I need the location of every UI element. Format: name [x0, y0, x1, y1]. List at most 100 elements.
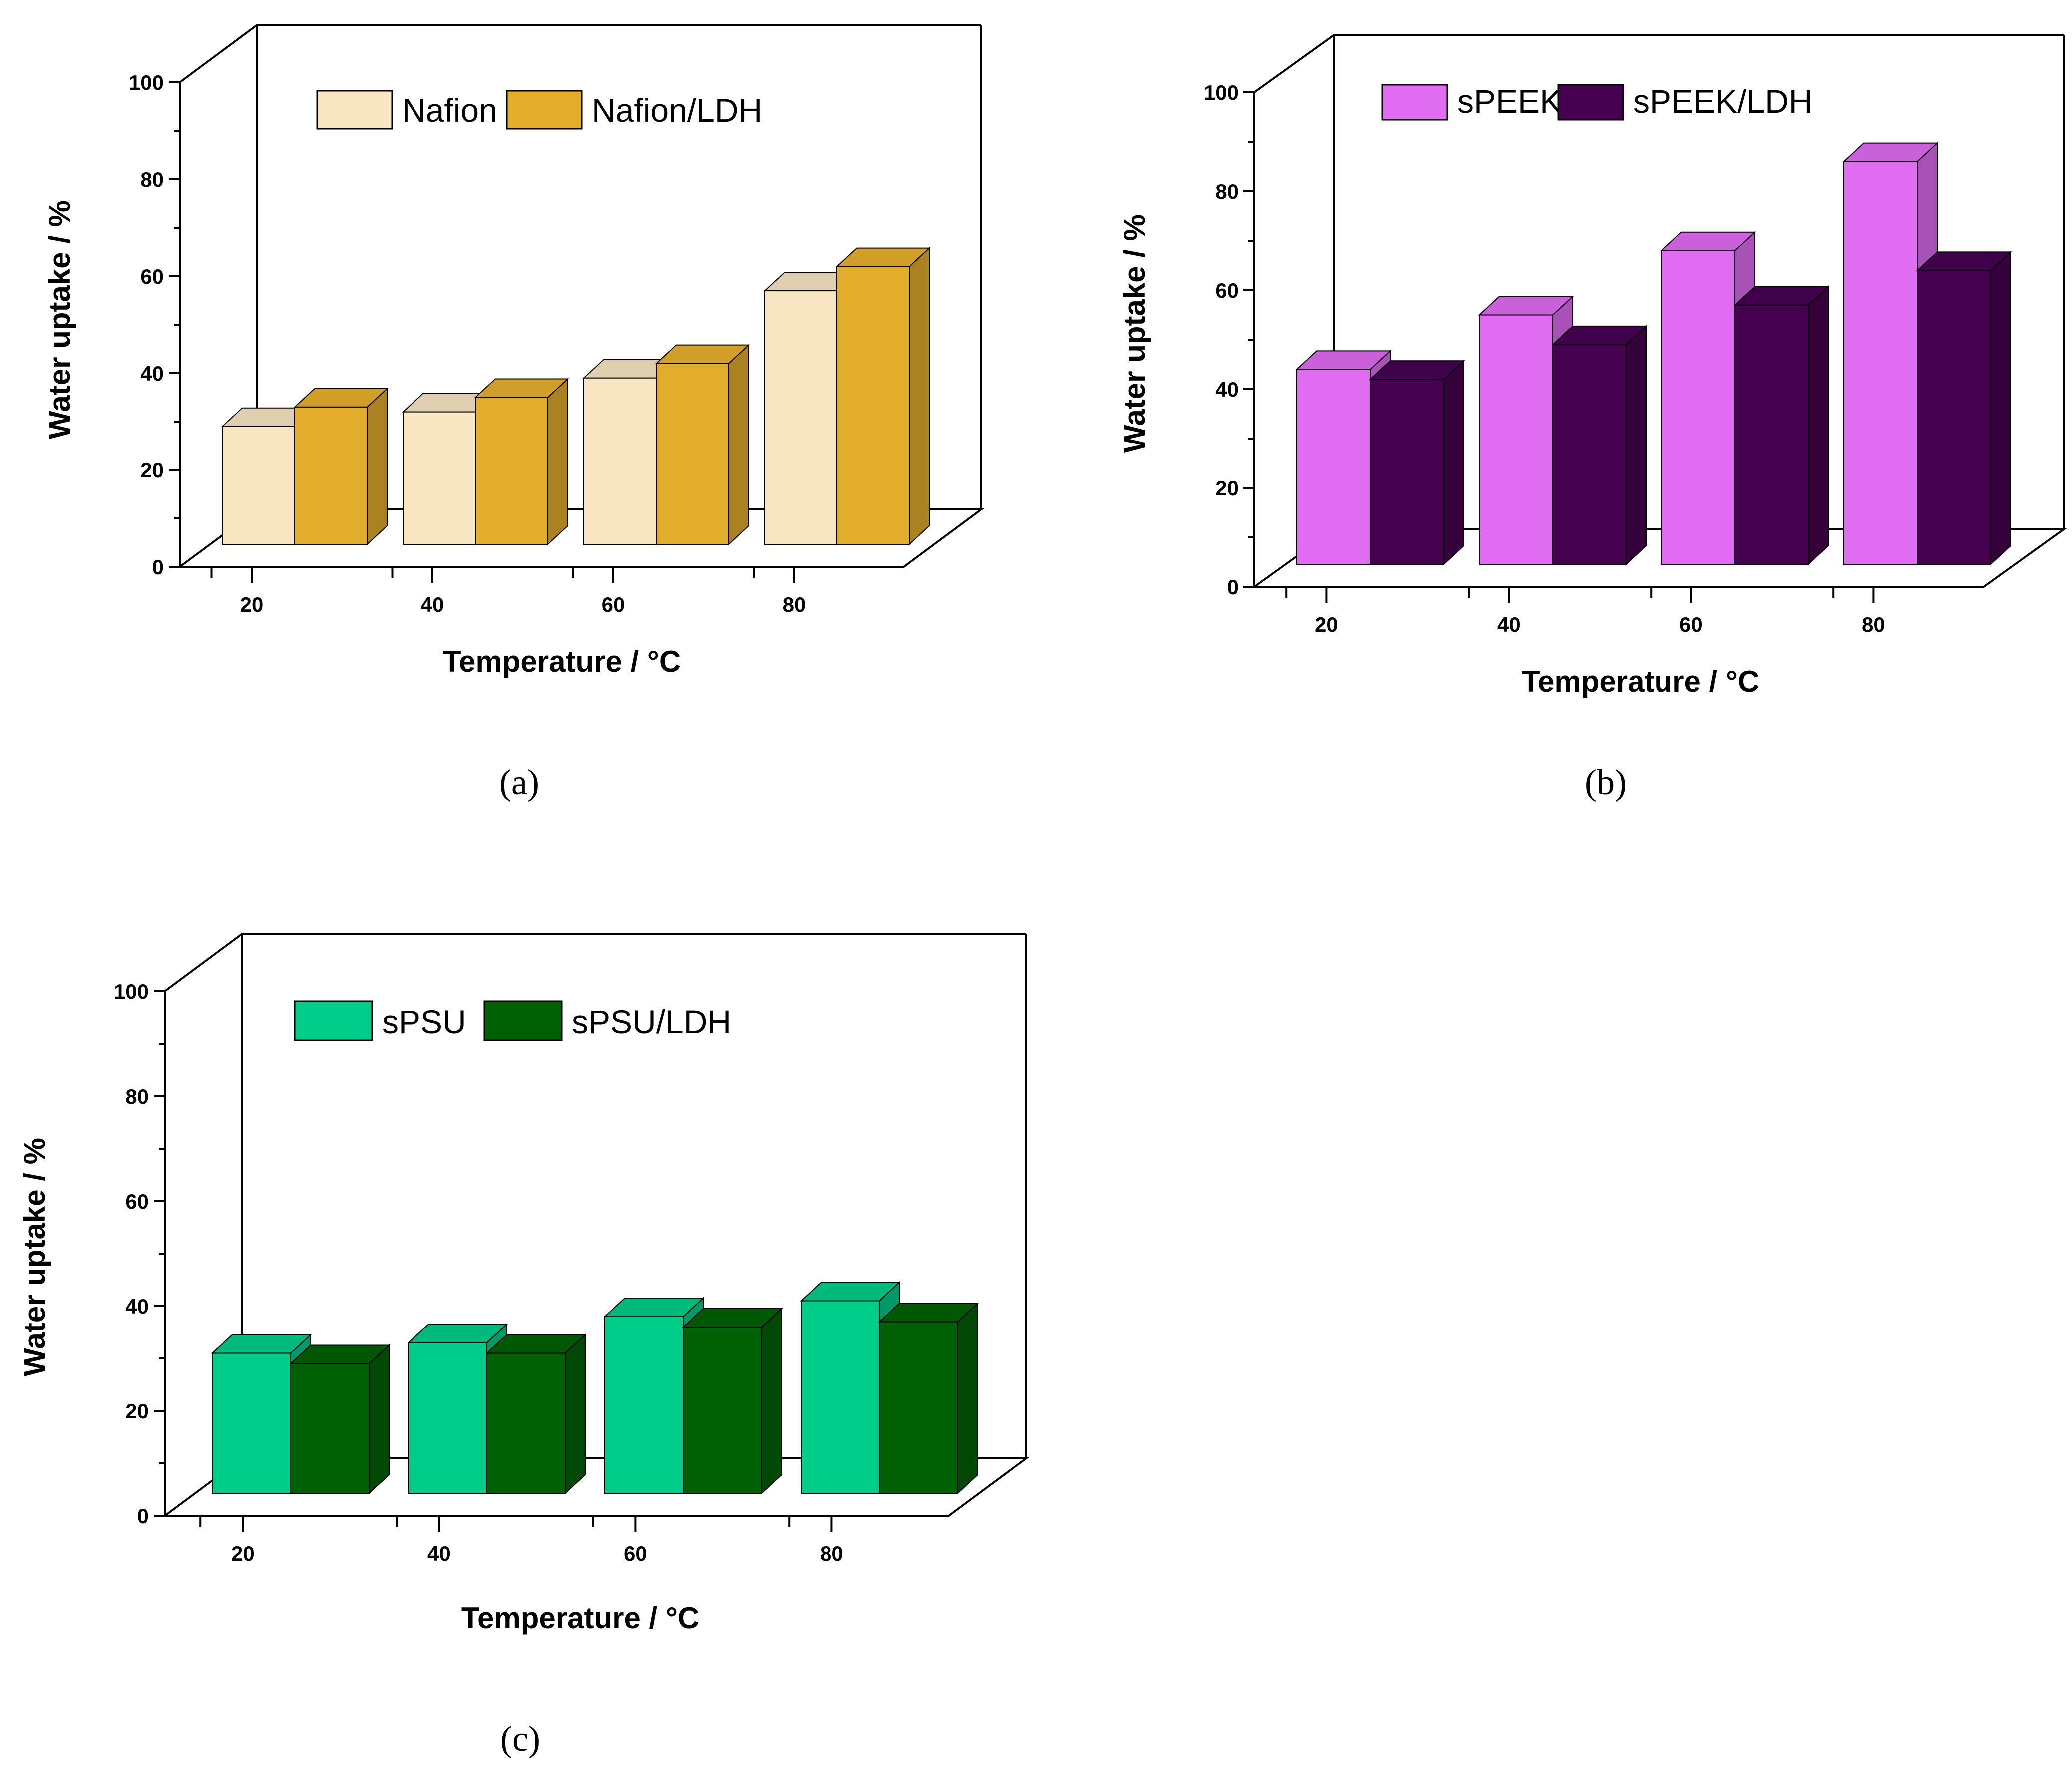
bar-side-face [369, 1344, 390, 1495]
legend-swatch-speek-ldh [1557, 84, 1624, 121]
bar-side-face [728, 344, 749, 546]
bar-front-face [879, 1321, 958, 1494]
bar-side-face [957, 1302, 978, 1495]
bar-front-face [1843, 161, 1918, 565]
bar-side-face [547, 378, 568, 546]
wall-top-diagonal [1253, 34, 1335, 93]
bar-front-face [486, 1352, 566, 1494]
x-tick-label: 40 [427, 1542, 451, 1565]
bar-front-face [1479, 314, 1553, 565]
legend-swatch-spsu-ldh [483, 1000, 563, 1041]
bar-side-face [367, 387, 388, 546]
bar-front-face [656, 363, 729, 545]
bar-spsu-ldh-20 [289, 1344, 391, 1495]
y-tick-label: 80 [1215, 180, 1239, 203]
x-tick-label: 60 [624, 1542, 647, 1565]
bar-side-face [761, 1307, 782, 1495]
y-tick-label: 100 [114, 980, 149, 1003]
panel-label: (c) [500, 1719, 540, 1759]
bar-front-face [1552, 344, 1627, 565]
bar-side-face [909, 247, 930, 546]
bar-side-face [1443, 359, 1464, 566]
legend-label-speek-ldh: sPEEK/LDH [1633, 83, 1812, 120]
bar-side-face [1990, 251, 2011, 566]
bar-nafion-20 [221, 407, 316, 546]
legend-label-spsu-ldh: sPSU/LDH [572, 1003, 731, 1040]
y-tick-label: 20 [1215, 476, 1239, 500]
bar-front-face [222, 426, 295, 545]
chart-c: 0 20 40 60 80 100 Water uptake / % 20 40 60 80 Temp… [18, 933, 1030, 1759]
y-tick-label: 60 [125, 1190, 149, 1213]
y-tick-label: 20 [140, 458, 164, 482]
bar-front-face [764, 290, 837, 545]
bar-front-face [836, 266, 910, 545]
panel-label: (b) [1585, 762, 1627, 802]
legend-swatch-nafion-ldh [506, 90, 583, 130]
x-axis-title: Temperature / °C [443, 645, 681, 678]
x-tick-label: 80 [820, 1542, 843, 1565]
bar-front-face [1734, 304, 1809, 565]
y-tick-label: 100 [1204, 81, 1239, 104]
bar-front-face [212, 1352, 291, 1494]
bar-front-face [604, 1316, 684, 1494]
legend-label-speek: sPEEK [1457, 83, 1562, 120]
legend-label-nafion-ldh: Nafion/LDH [592, 92, 762, 129]
legend-swatch-spsu [294, 1000, 373, 1041]
y-axis-title: Water uptake / % [18, 1138, 51, 1376]
y-tick-label: 0 [1227, 575, 1239, 599]
legend-label-nafion: Nafion [402, 92, 497, 129]
panel-label: (a) [499, 762, 539, 802]
bar-nafion-40 [402, 392, 497, 546]
y-tick-label: 40 [1215, 378, 1239, 401]
bar-front-face [683, 1327, 762, 1494]
bar-front-face [1370, 379, 1444, 565]
bar-front-face [475, 397, 548, 545]
x-axis-title: Temperature / °C [1522, 665, 1759, 698]
bar-front-face [583, 377, 657, 545]
legend-label-spsu: sPSU [382, 1003, 466, 1040]
legend-swatch-nafion [316, 90, 393, 130]
y-tick-label: 80 [125, 1085, 149, 1108]
y-tick-label: 20 [125, 1399, 149, 1423]
bar-front-face [403, 411, 476, 545]
bar-nafion-ldh-60 [655, 344, 750, 546]
bar-front-face [408, 1342, 487, 1494]
x-tick-label: 60 [602, 593, 625, 616]
x-axis-title: Temperature / °C [461, 1601, 699, 1635]
x-tick-label: 20 [1315, 613, 1338, 636]
x-tick-label: 80 [1862, 613, 1885, 636]
y-tick-label: 60 [1215, 279, 1239, 302]
bar-front-face [1296, 369, 1371, 565]
y-axis-title: Water uptake / % [43, 200, 76, 439]
bar-speek-ldh-20 [1369, 359, 1465, 566]
legend-swatch-speek [1381, 84, 1448, 121]
bar-side-face [1626, 325, 1647, 566]
bar-spsu-ldh-80 [878, 1302, 979, 1495]
bar-front-face [1917, 270, 1991, 565]
y-tick-label: 60 [140, 265, 164, 288]
y-axis-title: Water uptake / % [1118, 214, 1151, 453]
y-tick-label: 0 [137, 1504, 149, 1528]
bar-spsu-ldh-40 [485, 1333, 587, 1495]
x-tick-label: 20 [231, 1542, 255, 1565]
y-tick-label: 80 [140, 168, 164, 191]
chart-a: 0 20 40 60 80 100 Water uptake / % 20 40 60 80 Temp… [43, 24, 985, 802]
x-tick-label: 40 [421, 593, 444, 616]
x-tick-label: 60 [1679, 613, 1703, 636]
wall-top-diagonal [179, 24, 258, 83]
bar-speek-ldh-80 [1916, 251, 2012, 566]
chart-b: 0 20 40 60 80 100 Water uptake / % 20 40 60 80 Temp… [1118, 34, 2067, 802]
y-tick-label: 0 [152, 555, 164, 579]
bar-speek-ldh-60 [1733, 285, 1830, 566]
bar-front-face [801, 1300, 880, 1494]
bar-nafion-ldh-40 [474, 378, 569, 546]
bar-front-face [294, 406, 368, 545]
bar-speek-ldh-40 [1551, 325, 1648, 566]
bar-spsu-ldh-60 [682, 1307, 783, 1495]
y-tick-label: 40 [140, 362, 164, 385]
bar-nafion-ldh-80 [835, 247, 931, 546]
bar-nafion-ldh-20 [293, 387, 389, 546]
x-tick-label: 40 [1497, 613, 1521, 636]
bar-front-face [290, 1363, 370, 1494]
